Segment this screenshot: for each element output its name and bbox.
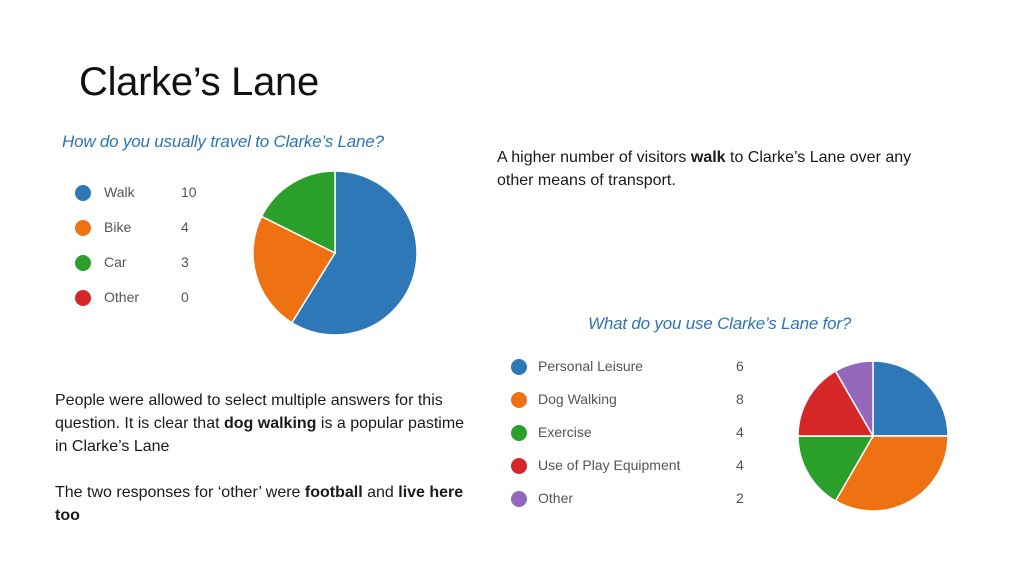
walk-summary-text: A higher number of visitors walk to Clar… <box>497 146 917 192</box>
travel-legend-swatch-other <box>75 290 91 306</box>
travel-chart-title: How do you usually travel to Clarke’s La… <box>62 132 384 151</box>
multiple-answers-text: People were allowed to select multiple a… <box>55 389 465 458</box>
travel-legend-item-walk: Walk 10 <box>75 183 275 203</box>
usage-legend-value-personal-leisure: 6 <box>736 358 744 374</box>
usage-legend-item-dog-walking: Dog Walking 8 <box>511 390 751 410</box>
travel-legend-swatch-walk <box>75 185 91 201</box>
usage-slice-use-of-play-equipment <box>797 370 875 437</box>
other-text-bold-football: football <box>304 484 363 501</box>
travel-legend-item-other: Other 0 <box>75 288 275 308</box>
travel-legend-label-car: Car <box>104 254 127 270</box>
other-responses-text: The two responses for ‘other’ were footb… <box>55 481 465 527</box>
usage-legend-swatch-dog-walking <box>511 392 527 408</box>
walk-summary-bold: walk <box>690 149 726 166</box>
multi-text-bold: dog walking <box>223 415 317 432</box>
multi-text-post: is a popular pastime in Clarke’s Lane <box>55 415 465 455</box>
travel-legend-item-bike: Bike 4 <box>75 218 275 238</box>
travel-pie-chart <box>252 170 418 336</box>
usage-legend-value-other: 2 <box>736 490 744 506</box>
usage-legend-label-use-of-play-equipment: Use of Play Equipment <box>538 457 681 473</box>
usage-legend-label-exercise: Exercise <box>538 424 592 440</box>
slide-title: Clarke’s Lane <box>79 60 319 104</box>
walk-summary-pre: A higher number of visitors <box>497 149 691 166</box>
usage-slice-dog-walking <box>834 435 949 512</box>
travel-legend-label-other: Other <box>104 289 140 305</box>
travel-legend-swatch-car <box>75 255 91 271</box>
usage-legend-swatch-personal-leisure <box>511 359 527 375</box>
travel-legend-label-bike: Bike <box>104 219 132 235</box>
usage-legend-value-dog-walking: 8 <box>736 391 744 407</box>
walk-summary-post: to Clarke’s Lane over any other means of… <box>497 149 912 189</box>
travel-legend-value-other: 0 <box>181 289 189 305</box>
multi-text-pre: People were allowed to select multiple a… <box>55 392 443 432</box>
usage-slice-personal-leisure <box>872 360 949 437</box>
travel-legend-value-bike: 4 <box>181 219 189 235</box>
usage-legend-swatch-other <box>511 491 527 507</box>
usage-slice-exercise <box>797 435 875 502</box>
travel-slice-car <box>260 170 336 255</box>
usage-pie-chart <box>797 360 949 512</box>
usage-legend-swatch-use-of-play-equipment <box>511 458 527 474</box>
usage-legend-label-personal-leisure: Personal Leisure <box>538 358 644 374</box>
usage-slice-other <box>834 360 874 439</box>
usage-legend-value-use-of-play-equipment: 4 <box>736 457 744 473</box>
travel-legend-item-car: Car 3 <box>75 253 275 273</box>
usage-legend-label-other: Other <box>538 490 574 506</box>
other-text-pre: The two responses for ‘other’ were <box>55 484 305 501</box>
travel-legend-swatch-bike <box>75 220 91 236</box>
travel-slice-walk <box>290 170 418 336</box>
travel-legend-value-walk: 10 <box>181 184 197 200</box>
travel-legend-label-walk: Walk <box>104 184 135 200</box>
other-text-mid: and <box>362 484 399 501</box>
usage-chart-title: What do you use Clarke’s Lane for? <box>588 314 852 333</box>
travel-legend-value-car: 3 <box>181 254 189 270</box>
usage-legend-label-dog-walking: Dog Walking <box>538 391 617 407</box>
other-text-bold-live-here: live here too <box>55 484 464 524</box>
usage-legend-value-exercise: 4 <box>736 424 744 440</box>
usage-legend-item-personal-leisure: Personal Leisure 6 <box>511 357 751 377</box>
usage-legend-item-other: Other 2 <box>511 489 751 509</box>
usage-legend-item-use-of-play-equipment: Use of Play Equipment 4 <box>511 456 751 476</box>
usage-legend-item-exercise: Exercise 4 <box>511 423 751 443</box>
usage-legend-swatch-exercise <box>511 425 527 441</box>
